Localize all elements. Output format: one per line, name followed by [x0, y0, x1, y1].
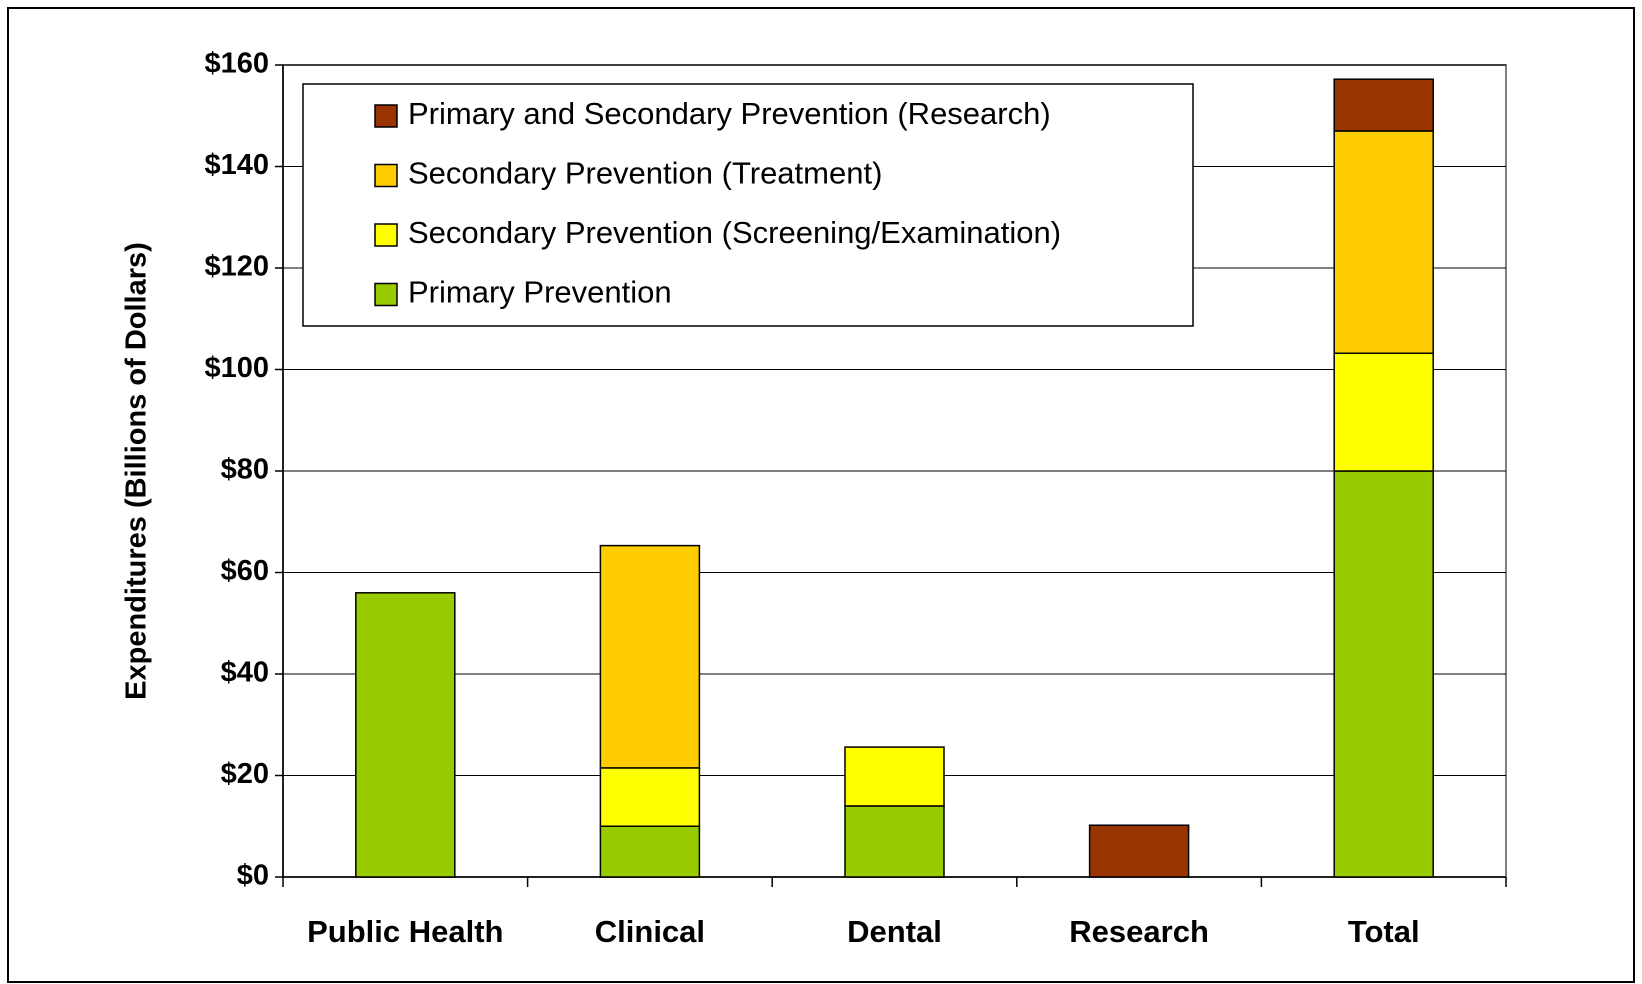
- legend-swatch: [374, 163, 398, 188]
- legend-swatch: [374, 104, 398, 128]
- x-tick-label: Public Health: [307, 914, 503, 949]
- bar-segment: [1333, 352, 1434, 472]
- legend-label: Primary Prevention: [408, 275, 672, 310]
- y-tick-label: $80: [221, 454, 269, 486]
- legend-swatch: [374, 223, 398, 247]
- legend-label: Secondary Prevention (Screening/Examinat…: [408, 215, 1061, 250]
- bar-segment: [1088, 824, 1190, 878]
- bar-segment: [844, 805, 945, 878]
- x-tick-label: Total: [1348, 914, 1420, 949]
- y-tick-label: $40: [221, 657, 269, 689]
- bar-segment: [844, 746, 945, 807]
- y-tick-label: $0: [237, 860, 269, 892]
- bar-segment: [599, 767, 701, 828]
- bar-segment: [355, 592, 456, 878]
- bar-segment: [1333, 130, 1434, 355]
- legend-swatch: [374, 282, 398, 307]
- x-tick-label: Research: [1069, 914, 1209, 949]
- frame: [7, 7, 1635, 983]
- bar-segment: [599, 544, 701, 769]
- legend-label: Primary and Secondary Prevention (Resear…: [408, 96, 1051, 131]
- x-tick-label: Dental: [847, 914, 942, 949]
- y-axis-title: Expenditures (Billions of Dollars): [121, 242, 153, 700]
- bar-segment: [599, 825, 701, 878]
- y-tick-label: $140: [204, 149, 269, 181]
- y-tick-label: $160: [204, 48, 269, 80]
- y-tick-label: $20: [221, 758, 269, 790]
- y-tick-label: $120: [204, 251, 269, 283]
- bar-segment: [1333, 78, 1434, 132]
- y-tick-label: $60: [221, 555, 269, 587]
- legend-box: [302, 83, 1194, 327]
- bar-segment: [1333, 470, 1434, 878]
- legend-label: Secondary Prevention (Treatment): [408, 156, 882, 191]
- y-tick-label: $100: [204, 352, 269, 384]
- x-tick-label: Clinical: [595, 914, 705, 949]
